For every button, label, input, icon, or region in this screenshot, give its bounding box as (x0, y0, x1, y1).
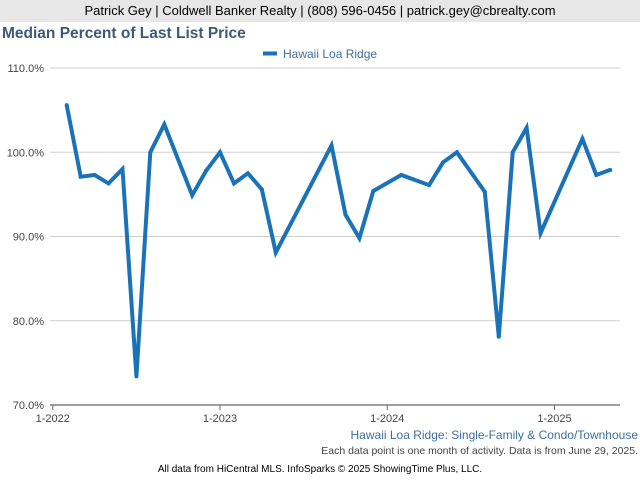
data-point (357, 236, 362, 241)
data-point (329, 143, 334, 148)
legend-label: Hawaii Loa Ridge (283, 47, 377, 61)
data-point (190, 193, 195, 198)
data-point (441, 160, 446, 165)
data-point (594, 172, 599, 177)
data-point (399, 172, 404, 177)
data-point (482, 189, 487, 194)
data-point (273, 250, 278, 255)
y-tick-label: 110.0% (8, 63, 45, 75)
data-point (524, 125, 529, 130)
series-layer (64, 103, 613, 379)
x-axis: 1-2022 1-2023 1-2024 1-2025 (36, 404, 620, 425)
data-point (106, 181, 111, 186)
data-point (259, 187, 264, 192)
data-point (78, 174, 83, 179)
data-point (245, 171, 250, 176)
x-tick-label: 1-2022 (36, 413, 70, 425)
data-point (92, 172, 97, 177)
y-tick-label: 90.0% (13, 232, 44, 244)
data-point (454, 150, 459, 155)
line-chart: 70.0% 80.0% 90.0% 100.0% 110.0% 1-2022 1-2023… (7, 47, 620, 425)
y-tick-label: 100.0% (7, 147, 45, 159)
data-point (64, 103, 69, 108)
data-point (231, 181, 236, 186)
data-point (218, 150, 223, 155)
x-tick-label: 1-2023 (203, 413, 237, 425)
data-point (510, 150, 515, 155)
data-note: Each data point is one month of activity… (321, 445, 638, 457)
y-tick-label: 80.0% (13, 316, 44, 328)
data-point (162, 122, 167, 127)
data-point (580, 136, 585, 141)
data-point (496, 334, 501, 339)
data-point (427, 183, 432, 188)
x-tick-label: 1-2025 (537, 413, 571, 425)
y-tick-label: 70.0% (13, 400, 44, 412)
legend: Hawaii Loa Ridge (263, 47, 377, 61)
chart-subtitle: Hawaii Loa Ridge: Single-Family & Condo/… (350, 428, 638, 442)
contact-header: Patrick Gey | Coldwell Banker Realty | (… (0, 0, 640, 22)
series-line (64, 104, 611, 377)
data-point (148, 150, 153, 155)
chart-title: Median Percent of Last List Price (2, 25, 246, 42)
data-point (608, 167, 613, 172)
y-axis-tick-labels: 70.0% 80.0% 90.0% 100.0% 110.0% (7, 63, 45, 412)
x-tick-label: 1-2024 (370, 413, 404, 425)
data-point (371, 189, 376, 194)
data-point (538, 231, 543, 236)
source-credit: All data from HiCentral MLS. InfoSparks … (157, 464, 483, 475)
data-point (120, 167, 125, 172)
data-point (204, 168, 209, 173)
data-point (343, 212, 348, 217)
data-point (134, 374, 139, 379)
